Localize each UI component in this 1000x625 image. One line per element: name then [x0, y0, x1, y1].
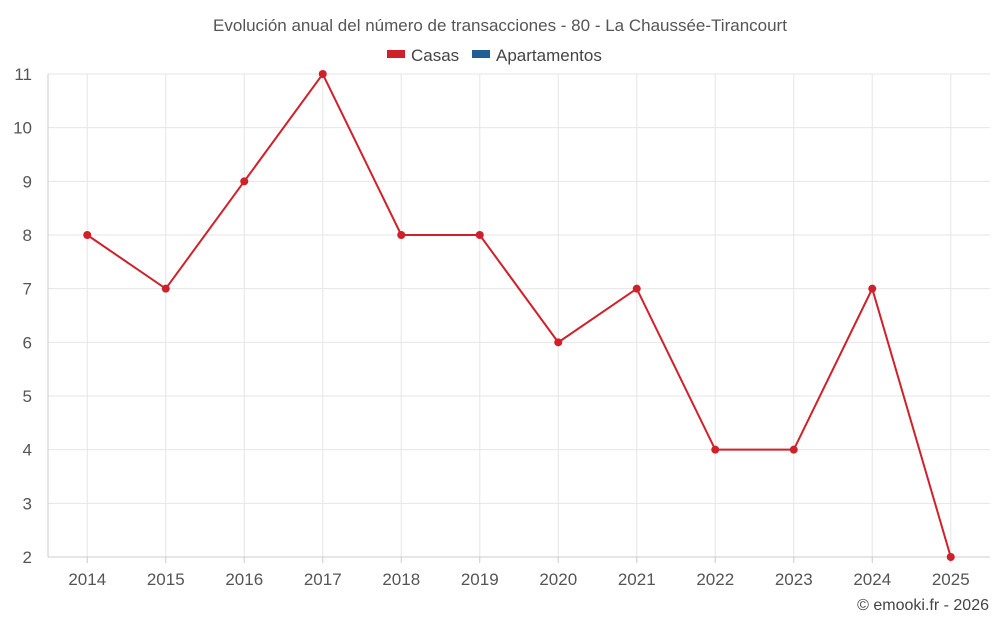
- legend-item-casas[interactable]: Casas: [387, 46, 459, 65]
- data-point-casas-2018[interactable]: [397, 231, 406, 239]
- series-line-casas: [86, 72, 952, 558]
- data-point-casas-2017[interactable]: [318, 70, 327, 78]
- y-tick-label: 5: [23, 387, 32, 406]
- series: [83, 70, 955, 561]
- data-point-casas-2015[interactable]: [161, 284, 170, 293]
- data-point-casas-2019[interactable]: [475, 231, 484, 239]
- x-tick-label: 2025: [932, 570, 970, 589]
- x-tick-label: 2021: [618, 570, 656, 589]
- axes: [47, 74, 990, 563]
- data-point-casas-2024[interactable]: [868, 284, 877, 293]
- x-tick-label: 2023: [775, 570, 813, 589]
- x-tick-label: 2022: [696, 570, 734, 589]
- data-point-casas-2022[interactable]: [711, 445, 720, 454]
- x-tick-label: 2018: [382, 570, 420, 589]
- data-point-casas-2014[interactable]: [83, 231, 92, 239]
- x-tick-label: 2019: [461, 570, 499, 589]
- legend-label-casas: Casas: [411, 46, 459, 65]
- y-tick-label: 2: [23, 548, 32, 567]
- y-axis-ticks: 2 3 4 5 6 7 8 9 10 11: [13, 65, 32, 567]
- data-point-casas-2021[interactable]: [632, 284, 641, 293]
- legend-swatch-casas: [387, 50, 405, 58]
- y-tick-label: 4: [23, 441, 32, 460]
- y-tick-label: 11: [14, 65, 32, 84]
- y-tick-label: 7: [23, 280, 32, 299]
- legend-label-apartamentos: Apartamentos: [496, 46, 602, 65]
- x-tick-label: 2024: [853, 570, 891, 589]
- x-tick-label: 2014: [68, 570, 106, 589]
- legend-item-apartamentos[interactable]: Apartamentos: [472, 46, 602, 65]
- gridlines: [48, 73, 990, 557]
- x-tick-label: 2016: [225, 570, 263, 589]
- data-point-casas-2020[interactable]: [554, 338, 563, 347]
- y-tick-label: 6: [23, 333, 32, 352]
- y-tick-label: 3: [23, 494, 32, 513]
- x-tick-label: 2015: [147, 570, 185, 589]
- legend: Casas Apartamentos: [387, 46, 602, 65]
- y-tick-label: 10: [13, 119, 32, 138]
- data-point-casas-2016[interactable]: [240, 177, 249, 186]
- x-axis-ticks: 2014 2015 2016 2017 2018 2019 2020 2021 2022 2023…: [68, 570, 969, 589]
- legend-swatch-apartamentos: [472, 50, 490, 58]
- y-tick-label: 9: [23, 172, 32, 191]
- x-tick-label: 2020: [539, 570, 577, 589]
- data-point-casas-2025[interactable]: [946, 553, 955, 561]
- x-tick-label: 2017: [304, 570, 342, 589]
- chart-title: Evolución anual del número de transaccio…: [213, 16, 787, 35]
- y-tick-label: 8: [23, 226, 32, 245]
- credit-text: © emooki.fr - 2026: [857, 597, 989, 614]
- data-point-casas-2023[interactable]: [789, 445, 798, 454]
